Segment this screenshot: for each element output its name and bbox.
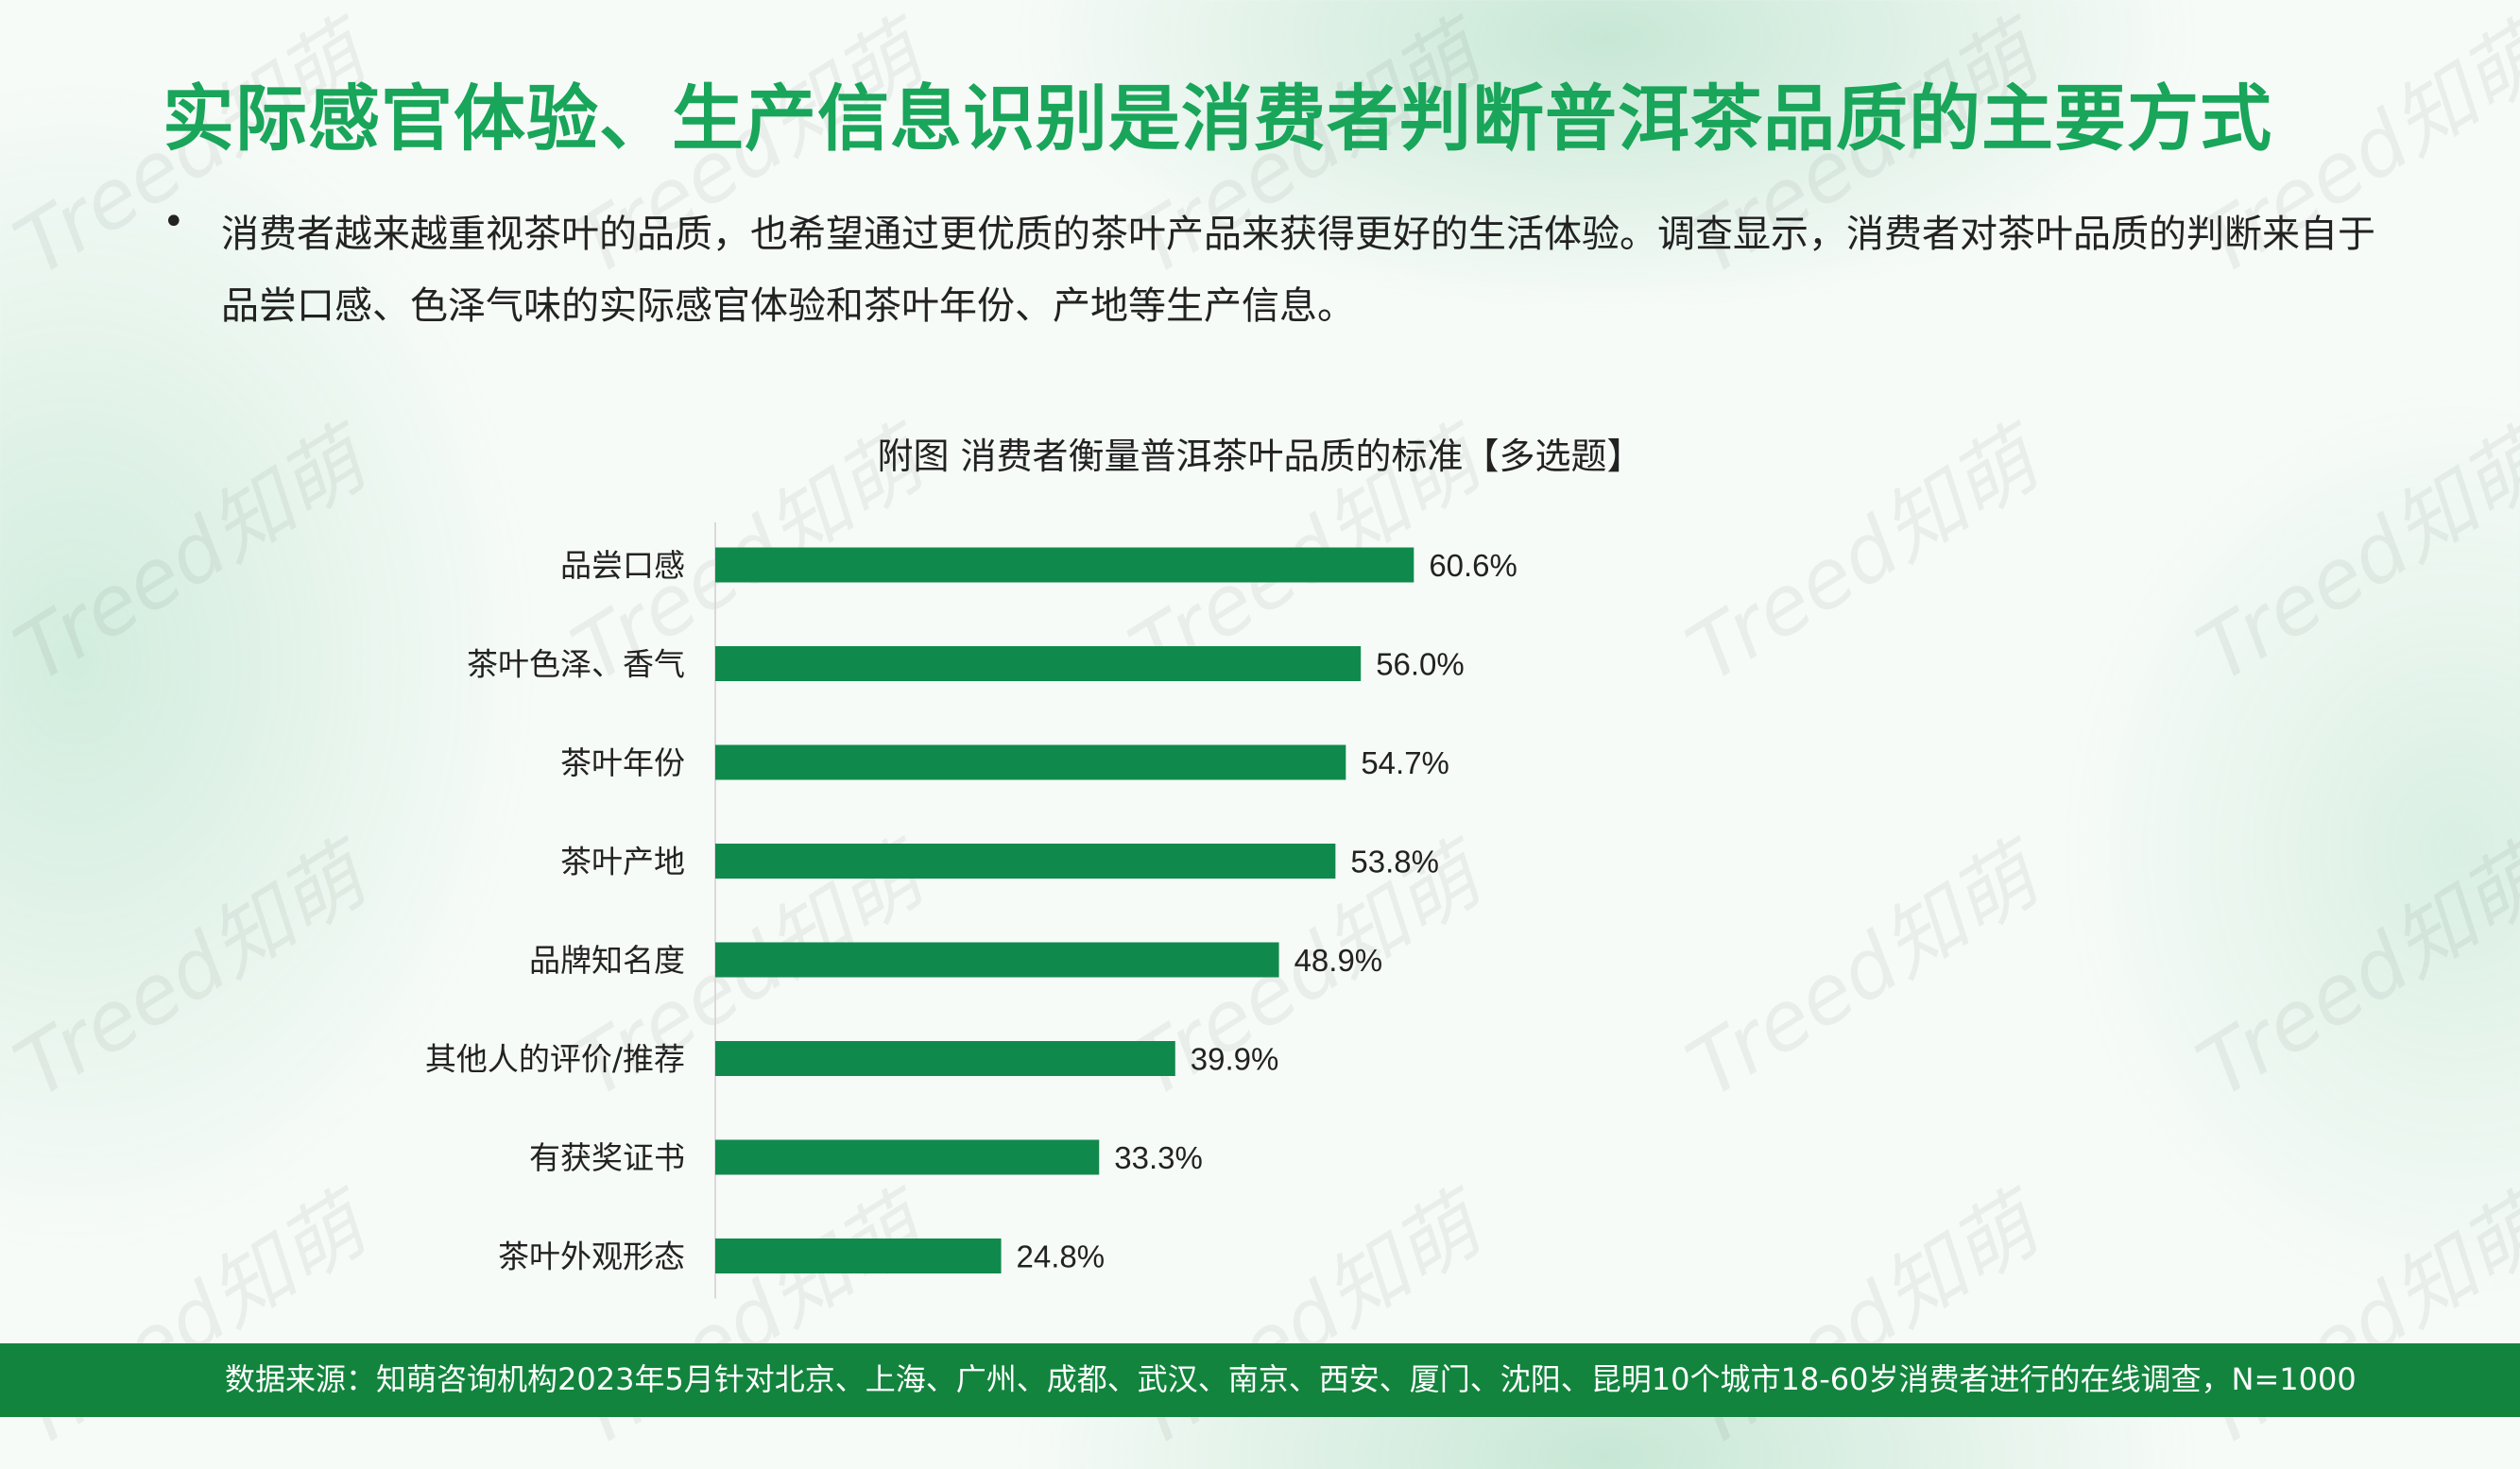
bar bbox=[715, 844, 1336, 879]
bullet-marker: • bbox=[163, 200, 185, 244]
data-label: 48.9% bbox=[1294, 943, 1383, 978]
data-label: 56.0% bbox=[1376, 647, 1465, 682]
data-label: 33.3% bbox=[1114, 1140, 1203, 1175]
footer-bar: 数据来源：知萌咨询机构2023年5月针对北京、上海、广州、成都、武汉、南京、西安… bbox=[0, 1343, 2520, 1417]
bar bbox=[715, 942, 1279, 978]
bar bbox=[715, 547, 1414, 583]
category-label: 茶叶外观形态 bbox=[498, 1238, 685, 1275]
category-label: 茶叶年份 bbox=[560, 744, 685, 781]
bar bbox=[715, 1238, 1002, 1273]
bar bbox=[715, 646, 1362, 681]
data-label: 39.9% bbox=[1191, 1042, 1279, 1077]
data-label: 53.8% bbox=[1350, 845, 1439, 880]
data-label: 24.8% bbox=[1017, 1239, 1106, 1274]
data-source-note: 数据来源：知萌咨询机构2023年5月针对北京、上海、广州、成都、武汉、南京、西安… bbox=[225, 1361, 2357, 1397]
category-label: 品牌知名度 bbox=[529, 942, 685, 979]
bar bbox=[715, 1139, 1100, 1175]
summary-paragraph: 消费者越来越重视茶叶的品质，也希望通过更优质的茶叶产品来获得更好的生活体验。调查… bbox=[221, 213, 2375, 328]
chart-title: 附图 消费者衡量普洱茶叶品质的标准【多选题】 bbox=[877, 436, 1643, 477]
data-label: 60.6% bbox=[1429, 548, 1517, 583]
bar bbox=[715, 1041, 1175, 1076]
category-label: 品尝口感 bbox=[560, 547, 685, 584]
bar-chart: 品尝口感 60.6% 茶叶色泽、香气 56.0% 茶叶年份 54.7% 茶叶产地 53.8% 品… bbox=[425, 522, 1517, 1299]
data-label: 54.7% bbox=[1361, 745, 1449, 780]
category-label: 有获奖证书 bbox=[529, 1139, 685, 1176]
category-label: 其他人的评价/推荐 bbox=[425, 1041, 685, 1078]
page-title: 实际感官体验、生产信息识别是消费者判断普洱茶品质的主要方式 bbox=[163, 77, 2272, 161]
category-label: 茶叶色泽、香气 bbox=[467, 646, 685, 683]
category-label: 茶叶产地 bbox=[560, 844, 685, 880]
bar bbox=[715, 744, 1346, 780]
